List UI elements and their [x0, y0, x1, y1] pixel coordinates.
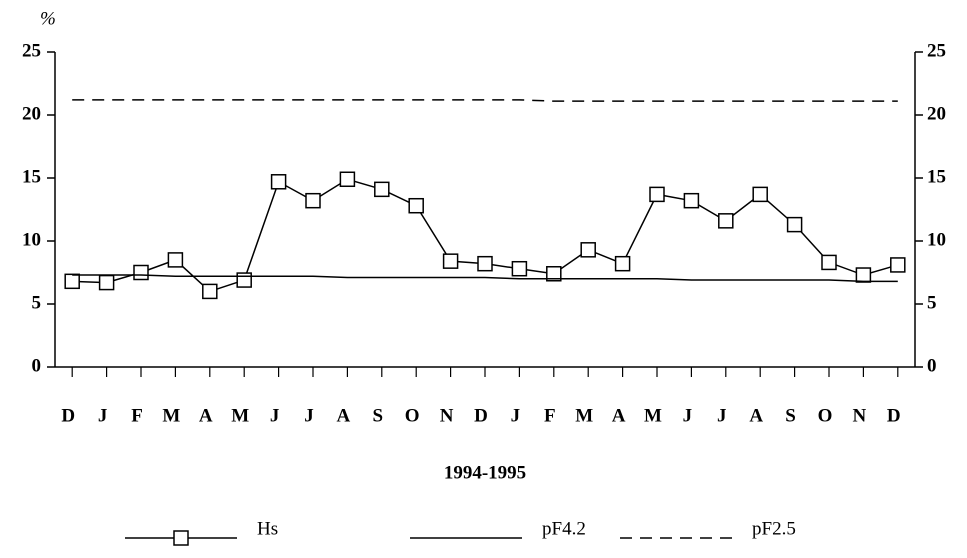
x-tick-label: D: [474, 405, 488, 426]
y-tick-label: 25: [22, 40, 41, 61]
x-tick-label: D: [887, 405, 901, 426]
marker: [649, 186, 665, 203]
marker: [236, 272, 252, 288]
marker: [133, 264, 149, 281]
marker: [580, 242, 596, 258]
marker: [786, 216, 803, 233]
marker: [270, 174, 287, 190]
x-tick-label: A: [749, 405, 763, 426]
marker: [98, 274, 115, 291]
y2-tick-label: 10: [927, 229, 946, 250]
y-tick-label: 15: [22, 166, 41, 187]
marker: [821, 254, 837, 271]
x-tick-label: J: [98, 405, 108, 426]
y2-tick-label: 20: [927, 103, 946, 124]
x-tick-label: A: [199, 405, 213, 426]
y2-tick-label: 25: [927, 40, 946, 61]
x-tick-label: J: [683, 405, 693, 426]
x-tick-label: A: [337, 405, 351, 426]
marker: [442, 253, 459, 269]
marker: [374, 181, 390, 198]
x-tick-label: M: [644, 405, 662, 426]
legend-label: pF4.2: [542, 518, 586, 539]
y-unit-label: %: [40, 8, 56, 29]
marker: [683, 192, 700, 209]
series-line: [72, 99, 898, 102]
x-tick-label: J: [511, 405, 521, 426]
marker: [718, 213, 734, 229]
x-tick-label: M: [162, 405, 180, 426]
y-tick-label: 10: [22, 229, 41, 250]
marker: [167, 252, 184, 268]
marker: [890, 257, 906, 273]
y-tick-label: 0: [32, 355, 42, 376]
x-tick-label: O: [818, 405, 833, 426]
x-tick-label: O: [405, 405, 420, 426]
x-tick-label: S: [785, 405, 796, 426]
x-tick-label: D: [61, 405, 75, 426]
x-tick-label: A: [612, 405, 626, 426]
y2-tick-label: 5: [927, 292, 937, 313]
series-line: [72, 274, 898, 283]
x-tick-label: M: [231, 405, 249, 426]
marker: [202, 283, 218, 300]
y2-tick-label: 0: [927, 355, 937, 376]
marker: [64, 273, 80, 290]
marker: [477, 255, 493, 272]
marker: [339, 171, 356, 188]
marker: [408, 197, 424, 214]
series-line: [72, 178, 899, 293]
x-tick-label: J: [270, 405, 280, 426]
x-tick-label: N: [440, 405, 454, 426]
x-tick-label: F: [131, 405, 143, 426]
x-tick-label: F: [544, 405, 556, 426]
marker: [752, 186, 768, 203]
y-tick-label: 20: [22, 103, 41, 124]
y2-tick-label: 15: [927, 166, 946, 187]
marker: [511, 260, 528, 277]
legend-label: pF2.5: [752, 518, 796, 539]
legend-label: Hs: [257, 518, 278, 539]
legend-marker: [173, 530, 189, 546]
x-tick-label: J: [304, 405, 314, 426]
x-tick-label: N: [853, 405, 867, 426]
x-tick-label: J: [717, 405, 727, 426]
marker: [855, 267, 872, 283]
x-tick-label: M: [575, 405, 593, 426]
x-tick-label: S: [373, 405, 384, 426]
marker: [305, 192, 321, 209]
x-axis-label: 1994-1995: [444, 462, 526, 483]
marker: [546, 266, 562, 282]
marker: [614, 255, 631, 272]
y-tick-label: 5: [32, 292, 42, 313]
